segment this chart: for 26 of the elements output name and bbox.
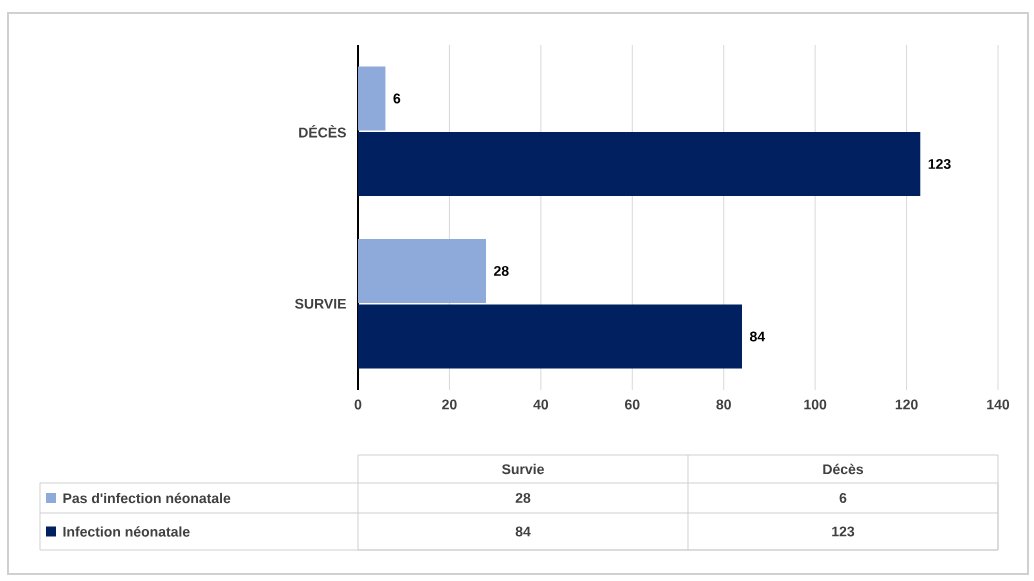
x-tick-label: 80 bbox=[716, 399, 731, 410]
y-tick-label: SURVIE bbox=[295, 298, 346, 309]
x-tick-label: 20 bbox=[442, 399, 457, 410]
bar bbox=[358, 304, 742, 369]
text: Décès bbox=[823, 463, 864, 475]
text: 123 bbox=[832, 526, 855, 537]
data-label: 84 bbox=[749, 331, 766, 342]
data-label: 123 bbox=[928, 159, 951, 169]
bar bbox=[358, 132, 921, 196]
data-label: 6 bbox=[393, 93, 401, 104]
text: 6 bbox=[839, 493, 847, 503]
bar bbox=[358, 239, 487, 303]
y-tick-label: DÉCÈS bbox=[299, 124, 346, 138]
text: 28 bbox=[515, 493, 531, 503]
x-tick-label: 120 bbox=[895, 399, 918, 410]
x-tick-label: 140 bbox=[987, 399, 1010, 410]
x-tick-label: 100 bbox=[804, 399, 827, 410]
x-tick-label: 0 bbox=[354, 399, 362, 410]
data-label: 28 bbox=[494, 266, 509, 276]
x-tick-label: 40 bbox=[533, 399, 549, 410]
legend-label: Pas d'infection néonatale bbox=[63, 492, 231, 504]
text: Survie bbox=[502, 463, 544, 475]
text: 84 bbox=[515, 526, 531, 537]
x-tick-label: 60 bbox=[625, 399, 640, 410]
bar bbox=[358, 66, 386, 131]
legend-label: Infection néonatale bbox=[63, 526, 190, 537]
